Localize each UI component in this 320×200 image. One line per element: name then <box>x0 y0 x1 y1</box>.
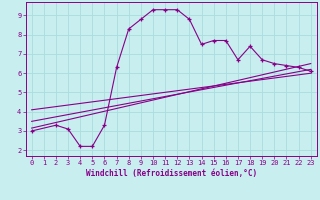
X-axis label: Windchill (Refroidissement éolien,°C): Windchill (Refroidissement éolien,°C) <box>86 169 257 178</box>
